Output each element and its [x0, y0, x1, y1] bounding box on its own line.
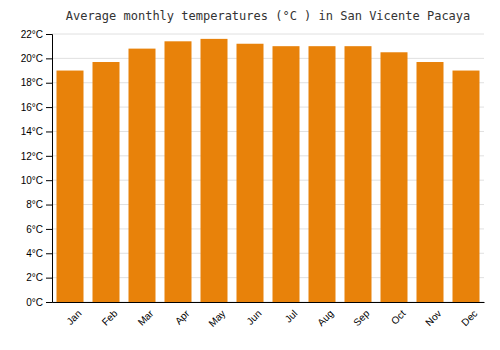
- tick-label: 12°C: [21, 151, 43, 162]
- tick-mark: [46, 83, 52, 84]
- tick-label: Sep: [351, 307, 372, 328]
- tick-label: 16°C: [21, 102, 43, 113]
- tick: 18°C: [21, 77, 52, 88]
- tick: 8°C: [26, 199, 52, 210]
- tick: Jun: [244, 308, 263, 327]
- tick-label: 18°C: [21, 77, 43, 88]
- axis-line: [53, 302, 485, 303]
- bars: [57, 39, 480, 302]
- tick-label: 22°C: [21, 29, 43, 40]
- chart: 0°C 2°C 4°C 6°C 8°C 10°C 12°C 14°C 16°C 18°C 20°C 2…: [0, 0, 500, 350]
- tick: Aug: [315, 308, 335, 328]
- tick: 2°C: [26, 272, 52, 283]
- tick: 16°C: [21, 102, 52, 113]
- bar: [345, 46, 372, 302]
- tick-label: Jun: [244, 308, 263, 327]
- tick-label: Oct: [389, 308, 408, 327]
- tick-label: Jan: [64, 308, 83, 327]
- axis-line: [46, 35, 53, 303]
- tick-mark: [46, 253, 52, 254]
- grid-line: [52, 34, 484, 35]
- tick-label: Feb: [100, 307, 120, 327]
- tick-mark: [46, 131, 52, 132]
- tick-label: 6°C: [26, 224, 43, 235]
- tick: 22°C: [21, 29, 52, 40]
- tick-label: Nov: [423, 308, 443, 328]
- tick: Sep: [351, 307, 372, 328]
- bar: [237, 44, 264, 302]
- tick-mark: [46, 205, 52, 206]
- tick: 4°C: [26, 248, 52, 259]
- y-axis: 0°C 2°C 4°C 6°C 8°C 10°C 12°C 14°C 16°C 18°C 20°C 2…: [21, 29, 53, 308]
- tick-mark: [46, 107, 52, 108]
- bar: [381, 52, 408, 302]
- tick: 6°C: [26, 224, 52, 235]
- tick-label: May: [206, 308, 227, 329]
- grid-line: [52, 58, 484, 59]
- bar: [417, 62, 444, 302]
- tick: 12°C: [21, 151, 52, 162]
- tick-label: Dec: [459, 308, 479, 328]
- tick: 20°C: [21, 53, 52, 64]
- tick-mark: [46, 34, 52, 35]
- tick-mark: [46, 229, 52, 230]
- plot: 0°C 2°C 4°C 6°C 8°C 10°C 12°C 14°C 16°C 18°C 20°C 2…: [21, 29, 485, 329]
- tick: Oct: [389, 308, 408, 327]
- bar: [201, 39, 228, 302]
- tick-label: 2°C: [26, 272, 43, 283]
- bar: [129, 49, 156, 302]
- tick: May: [206, 308, 227, 329]
- tick: 10°C: [21, 175, 52, 186]
- tick: Mar: [136, 307, 156, 327]
- bar: [309, 46, 336, 302]
- bar: [57, 71, 84, 302]
- title: Average monthly temperatures (°C ) in Sa…: [66, 9, 471, 23]
- tick: Jan: [64, 308, 83, 327]
- grid: [52, 34, 484, 302]
- tick-label: 8°C: [26, 199, 43, 210]
- tick-label: Aug: [315, 308, 335, 328]
- bar: [273, 46, 300, 302]
- bar: [453, 71, 480, 302]
- tick-mark: [46, 156, 52, 157]
- tick: 14°C: [21, 126, 52, 137]
- tick: Dec: [459, 308, 479, 328]
- tick: Jul: [283, 308, 300, 325]
- x-axis: Jan Feb Mar Apr May Jun Jul Aug Sep Oct Nov Dec: [53, 303, 485, 329]
- tick-mark: [46, 58, 52, 59]
- tick-mark: [46, 302, 52, 303]
- tick-label: 20°C: [21, 53, 43, 64]
- bar: [93, 62, 120, 302]
- tick-label: 0°C: [26, 297, 43, 308]
- tick: Apr: [173, 307, 192, 326]
- tick-label: 4°C: [26, 248, 43, 259]
- tick: Nov: [423, 308, 443, 328]
- tick-mark: [46, 278, 52, 279]
- bar: [165, 41, 192, 302]
- tick-label: Mar: [136, 307, 156, 327]
- tick-label: Jul: [283, 308, 300, 325]
- tick-label: 14°C: [21, 126, 43, 137]
- tick-label: 10°C: [21, 175, 43, 186]
- tick-label: Apr: [173, 307, 192, 326]
- tick: Feb: [100, 307, 120, 327]
- tick-mark: [46, 180, 52, 181]
- tick: 0°C: [26, 297, 52, 308]
